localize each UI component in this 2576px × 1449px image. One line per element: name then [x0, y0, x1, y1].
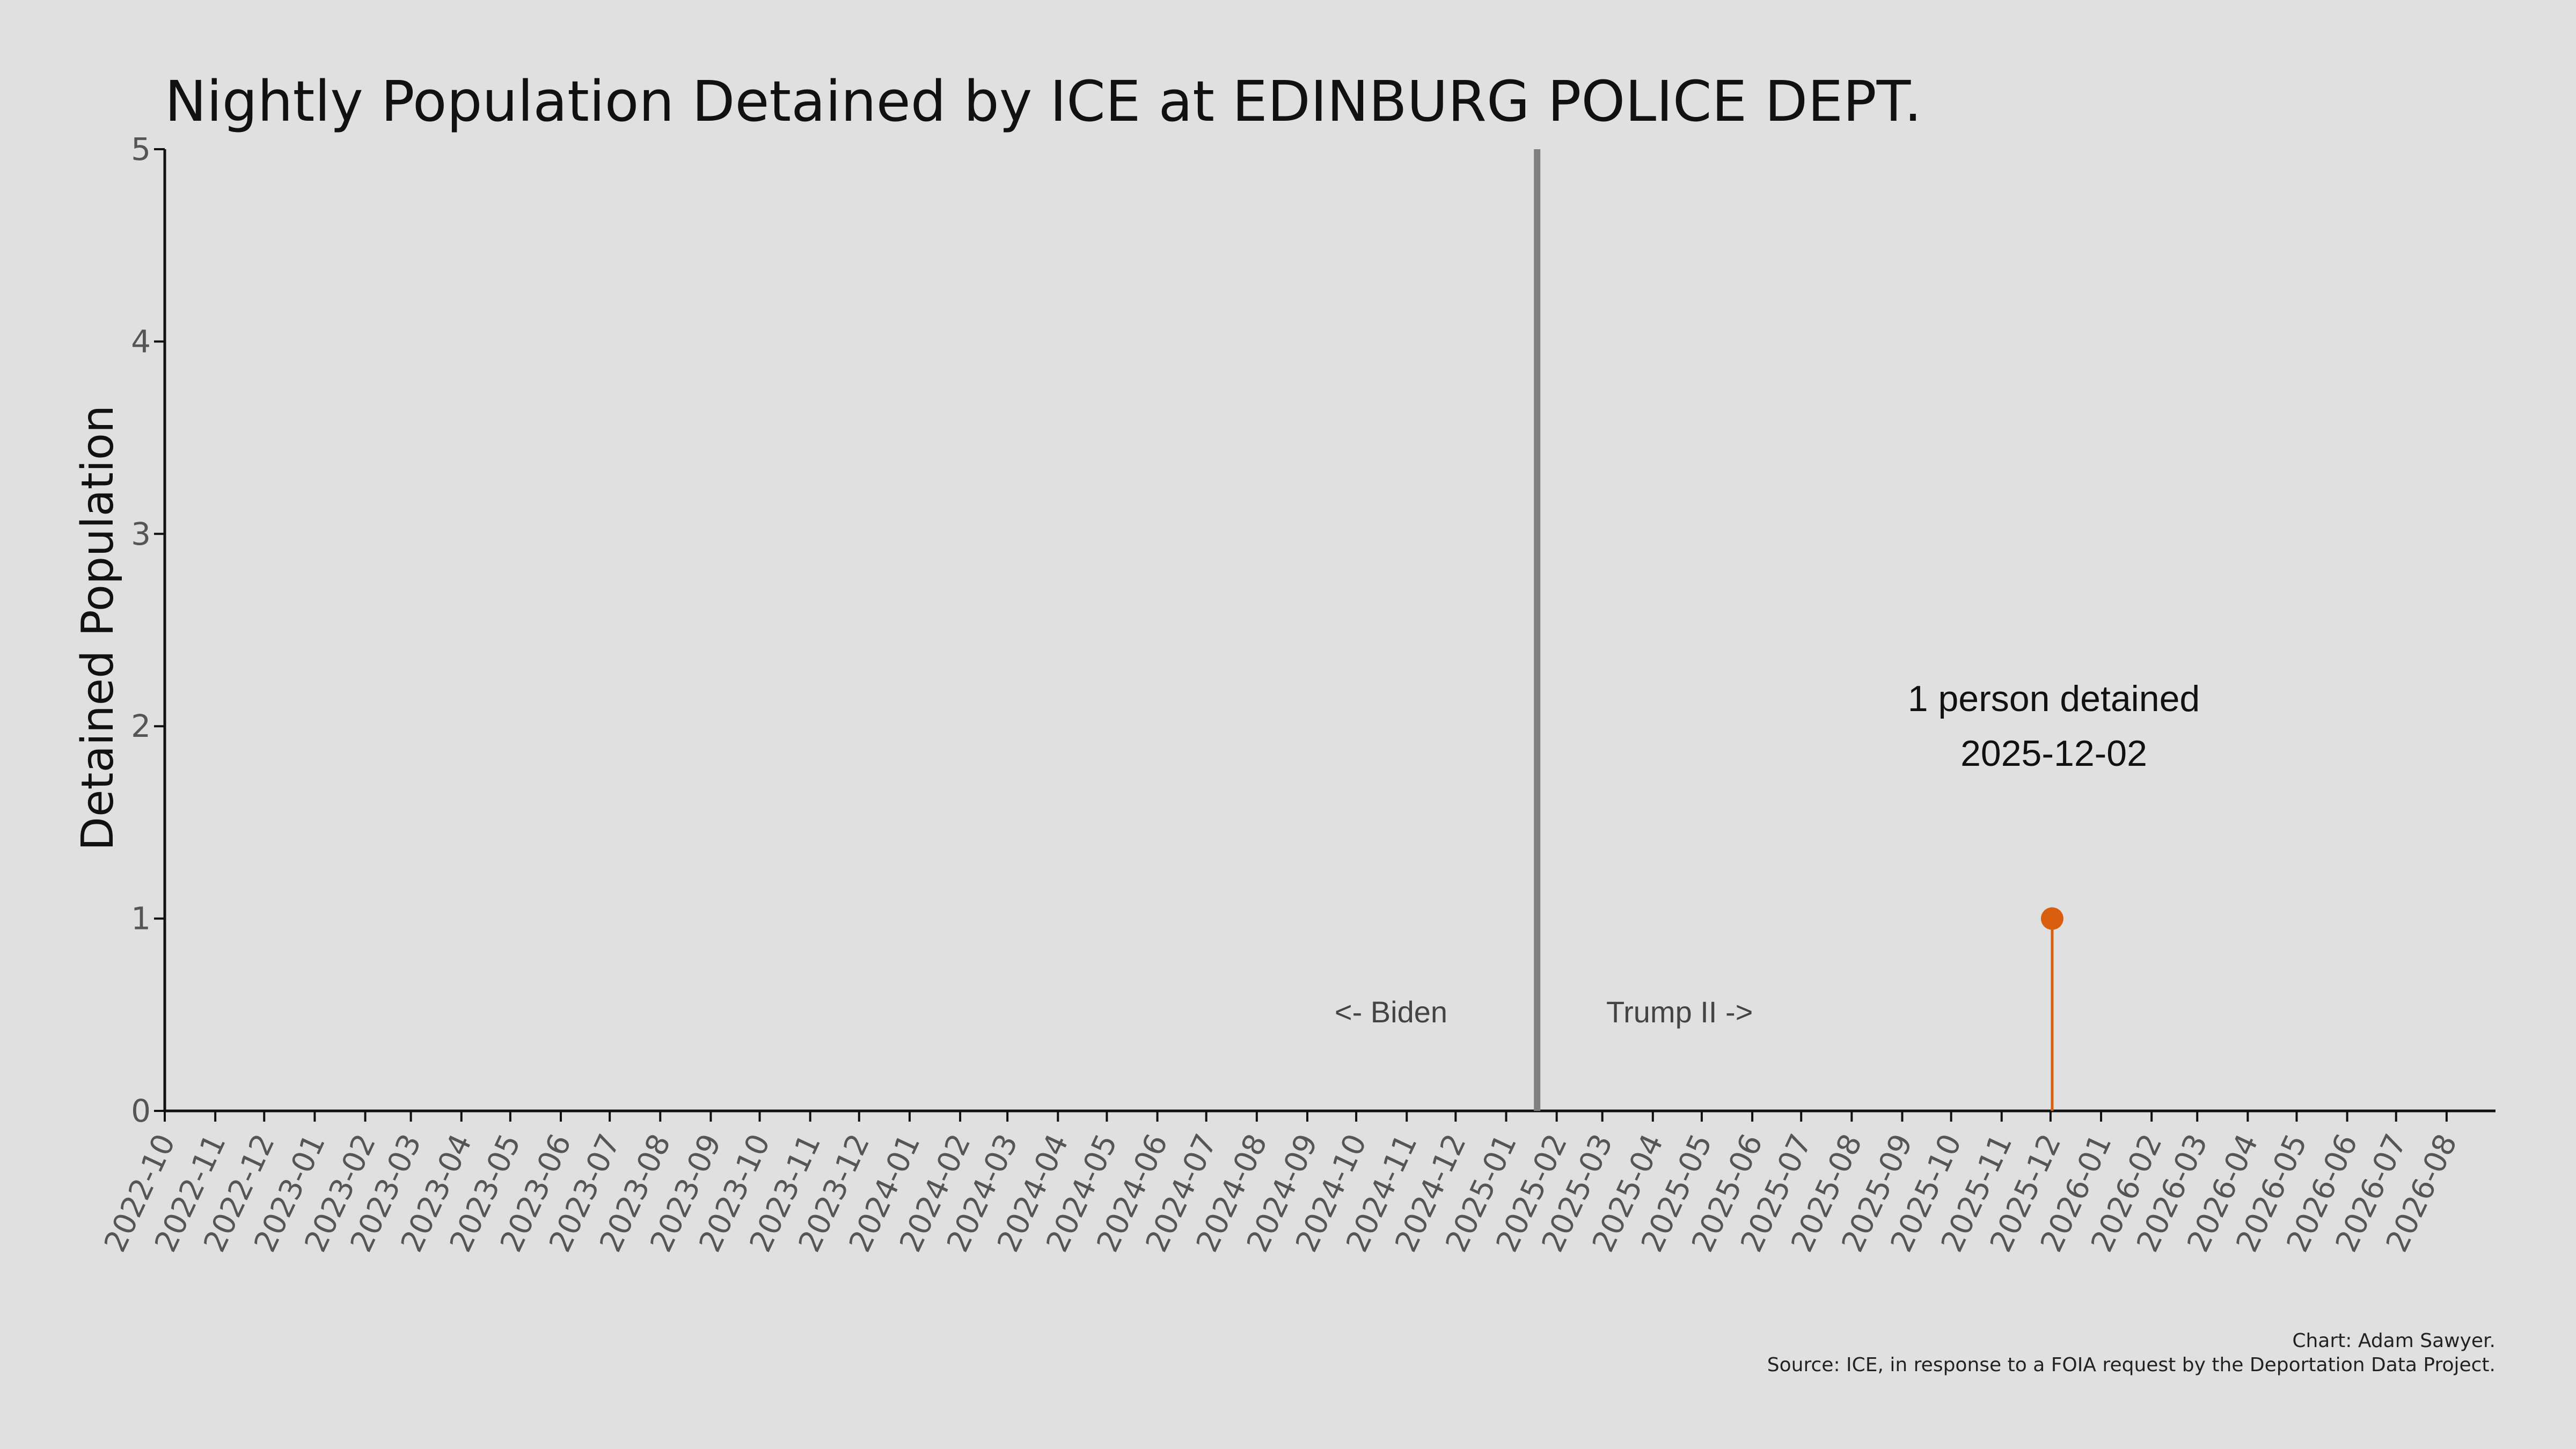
trump-era-label: Trump II -> [1606, 995, 1753, 1029]
credit-author: Chart: Adam Sawyer. [2292, 1330, 2496, 1352]
y-ticks: 0 1 2 3 4 5 [131, 131, 165, 1129]
y-axis-label: Detained Population [72, 405, 123, 851]
y-tick-label: 4 [131, 323, 151, 360]
y-tick-label: 1 [131, 901, 151, 937]
y-tick-label: 3 [131, 516, 151, 552]
credit-source: Source: ICE, in response to a FOIA reque… [1767, 1354, 2496, 1376]
annotation-date: 2025-12-02 [1960, 733, 2147, 774]
x-ticks: 2022-102022-112022-122023-012023-022023-… [98, 1111, 2464, 1257]
annotation-count: 1 person detained [1908, 678, 2200, 719]
biden-era-label: <- Biden [1335, 995, 1447, 1029]
chart-marks [1534, 149, 2063, 1111]
data-point [2040, 907, 2063, 930]
chart-title: Nightly Population Detained by ICE at ED… [165, 69, 1922, 134]
y-tick-label: 0 [131, 1093, 151, 1129]
y-tick-label: 5 [131, 131, 151, 167]
y-tick-label: 2 [131, 708, 151, 744]
